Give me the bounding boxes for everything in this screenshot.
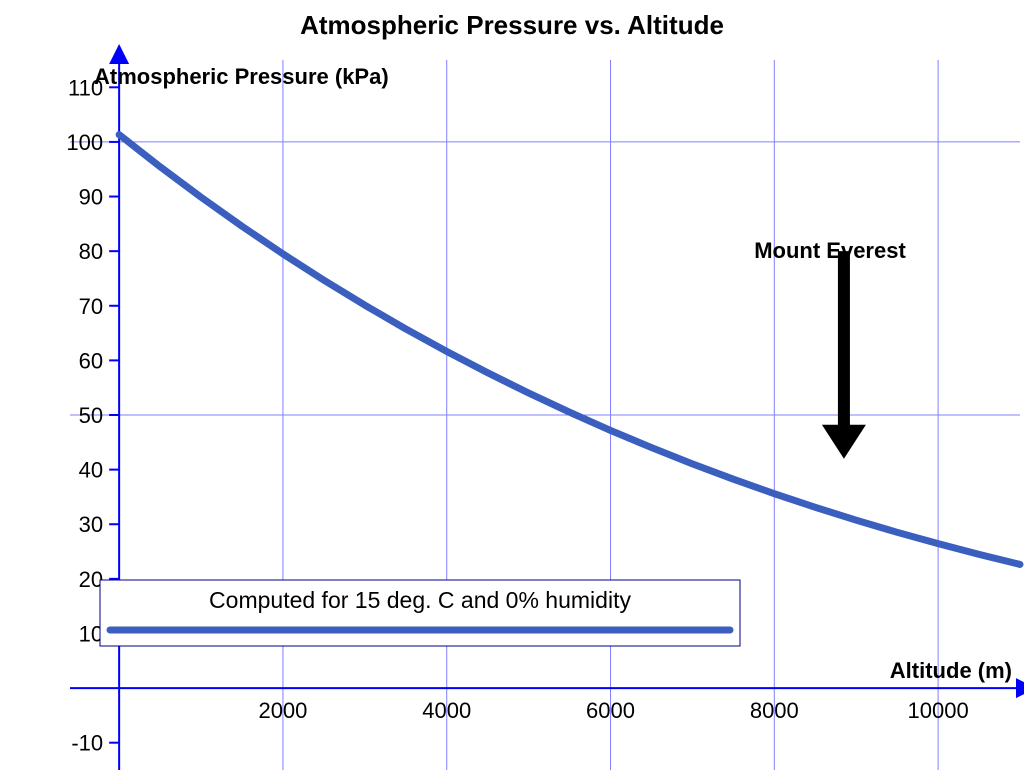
annotation-text: Mount Everest [754,238,906,263]
chart-container: -101020304050607080901001102000400060008… [0,0,1024,780]
legend: Computed for 15 deg. C and 0% humidity [100,580,740,646]
legend-text: Computed for 15 deg. C and 0% humidity [209,587,631,613]
y-tick-label: 10 [79,621,103,646]
y-tick-label: 90 [79,185,103,210]
chart-background [0,0,1024,780]
y-tick-label: 20 [79,567,103,592]
y-tick-label: 50 [79,403,103,428]
y-tick-label: 80 [79,239,103,264]
y-axis-label: Atmospheric Pressure (kPa) [94,64,389,89]
y-tick-label: 40 [79,458,103,483]
y-tick-label: 60 [79,348,103,373]
x-tick-label: 10000 [908,698,969,723]
x-tick-label: 4000 [422,698,471,723]
x-tick-label: 8000 [750,698,799,723]
pressure-altitude-chart: -101020304050607080901001102000400060008… [0,0,1024,780]
y-tick-label: 30 [79,512,103,537]
x-tick-label: 2000 [258,698,307,723]
y-tick-label: 70 [79,294,103,319]
y-tick-label: 100 [66,130,103,155]
x-axis-label: Altitude (m) [890,658,1012,683]
y-tick-label: -10 [71,731,103,756]
chart-title: Atmospheric Pressure vs. Altitude [300,10,724,40]
x-tick-label: 6000 [586,698,635,723]
